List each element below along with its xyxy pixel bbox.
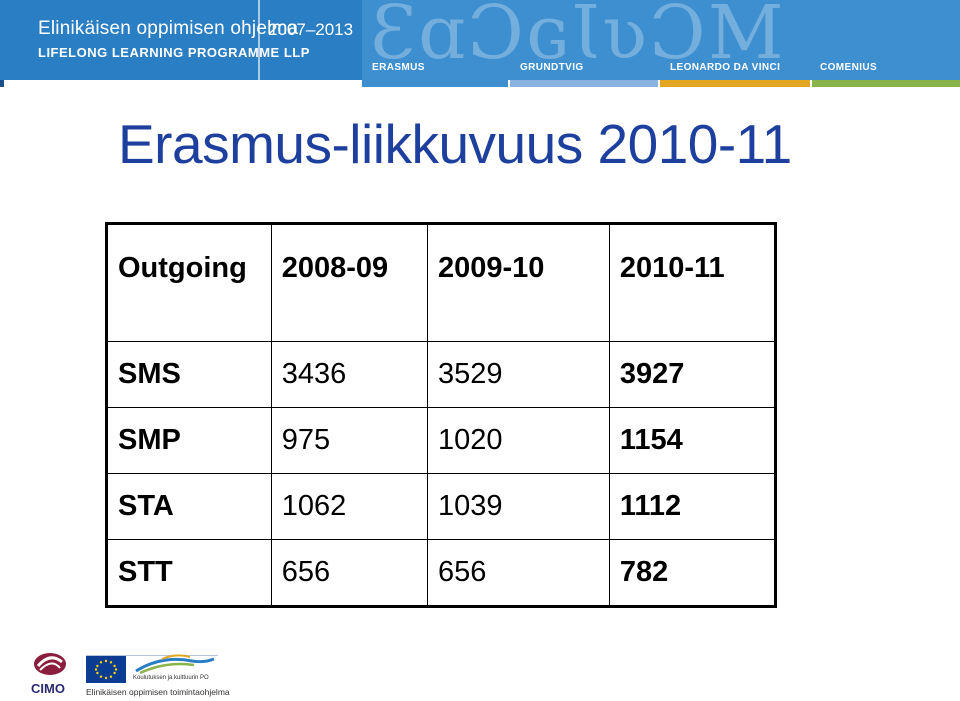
row-label: STT — [106, 539, 272, 607]
color-bar-leonardo — [660, 80, 810, 87]
color-bar-erasmus — [362, 80, 508, 87]
table-cell: 1062 — [270, 473, 428, 540]
table-cell: 1039 — [426, 473, 610, 540]
footer-rule — [86, 655, 218, 656]
row-label: STA — [106, 473, 272, 540]
banner-llp-block: Elinikäisen oppimisen ohjelma LIFELONG L… — [0, 0, 362, 80]
banner-years: 2007–2013 — [268, 20, 354, 39]
banner-programme-artwork: ƐɑƆɢƖʋƆΜ — [362, 0, 960, 80]
page-title: Erasmus-liikkuvuus 2010-11 — [118, 113, 792, 175]
table-cell: 3927 — [608, 341, 777, 408]
header-cell-2009-10: 2009-10 — [426, 223, 610, 342]
header-cell-2008-09: 2008-09 — [270, 223, 428, 342]
programme-label-erasmus: ERASMUS — [372, 62, 425, 73]
table-cell: 3436 — [270, 341, 428, 408]
eu-flag-icon — [86, 656, 126, 683]
banner-separator — [258, 0, 260, 80]
table-cell: 1020 — [426, 407, 610, 474]
programme-label-leonardo: LEONARDO DA VINCI — [670, 62, 781, 73]
banner-line-2: LIFELONG LEARNING PROGRAMME LLP — [38, 45, 310, 60]
table-cell: 975 — [270, 407, 428, 474]
mobility-table: Outgoing 2008-09 2009-10 2010-11 SMS 343… — [105, 222, 777, 608]
programme-color-bars — [362, 80, 960, 87]
programme-footer-text: Elinikäisen oppimisen toimintaohjelma — [86, 687, 230, 697]
table-cell: 782 — [608, 539, 777, 607]
table-header-row: Outgoing 2008-09 2009-10 2010-11 — [106, 223, 777, 342]
llp-swoosh-logo-icon — [135, 654, 215, 675]
table-cell: 656 — [270, 539, 428, 607]
header-cell-outgoing: Outgoing — [106, 223, 272, 342]
banner-line-1: Elinikäisen oppimisen ohjelma — [38, 18, 299, 39]
programme-label-grundtvig: GRUNDTVIG — [520, 62, 584, 73]
table-cell: 1154 — [608, 407, 777, 474]
table-cell: 656 — [426, 539, 610, 607]
table-cell: 3529 — [426, 341, 610, 408]
header-banner: Elinikäisen oppimisen ohjelma LIFELONG L… — [0, 0, 960, 87]
color-bar-comenius — [812, 80, 960, 87]
table-row: SMP 975 1020 1154 — [106, 407, 777, 474]
color-bar-grundtvig — [510, 80, 658, 87]
decorative-lettering: ƐɑƆɢƖʋƆΜ — [370, 0, 786, 76]
cimo-logo-icon — [34, 653, 66, 675]
table-row: STT 656 656 782 — [106, 539, 777, 607]
table-row: STA 1062 1039 1112 — [106, 473, 777, 540]
ministry-label: Koulutuksen ja kulttuurin PO — [133, 675, 209, 681]
table-row: SMS 3436 3529 3927 — [106, 341, 777, 408]
programme-label-comenius: COMENIUS — [820, 62, 878, 73]
header-cell-2010-11: 2010-11 — [608, 223, 777, 342]
table-cell: 1112 — [608, 473, 777, 540]
row-label: SMP — [106, 407, 272, 474]
programme-labels: ERASMUS GRUNDTVIG LEONARDO DA VINCI COME… — [362, 58, 960, 80]
cimo-label: CIMO — [31, 681, 65, 696]
row-label: SMS — [106, 341, 272, 408]
